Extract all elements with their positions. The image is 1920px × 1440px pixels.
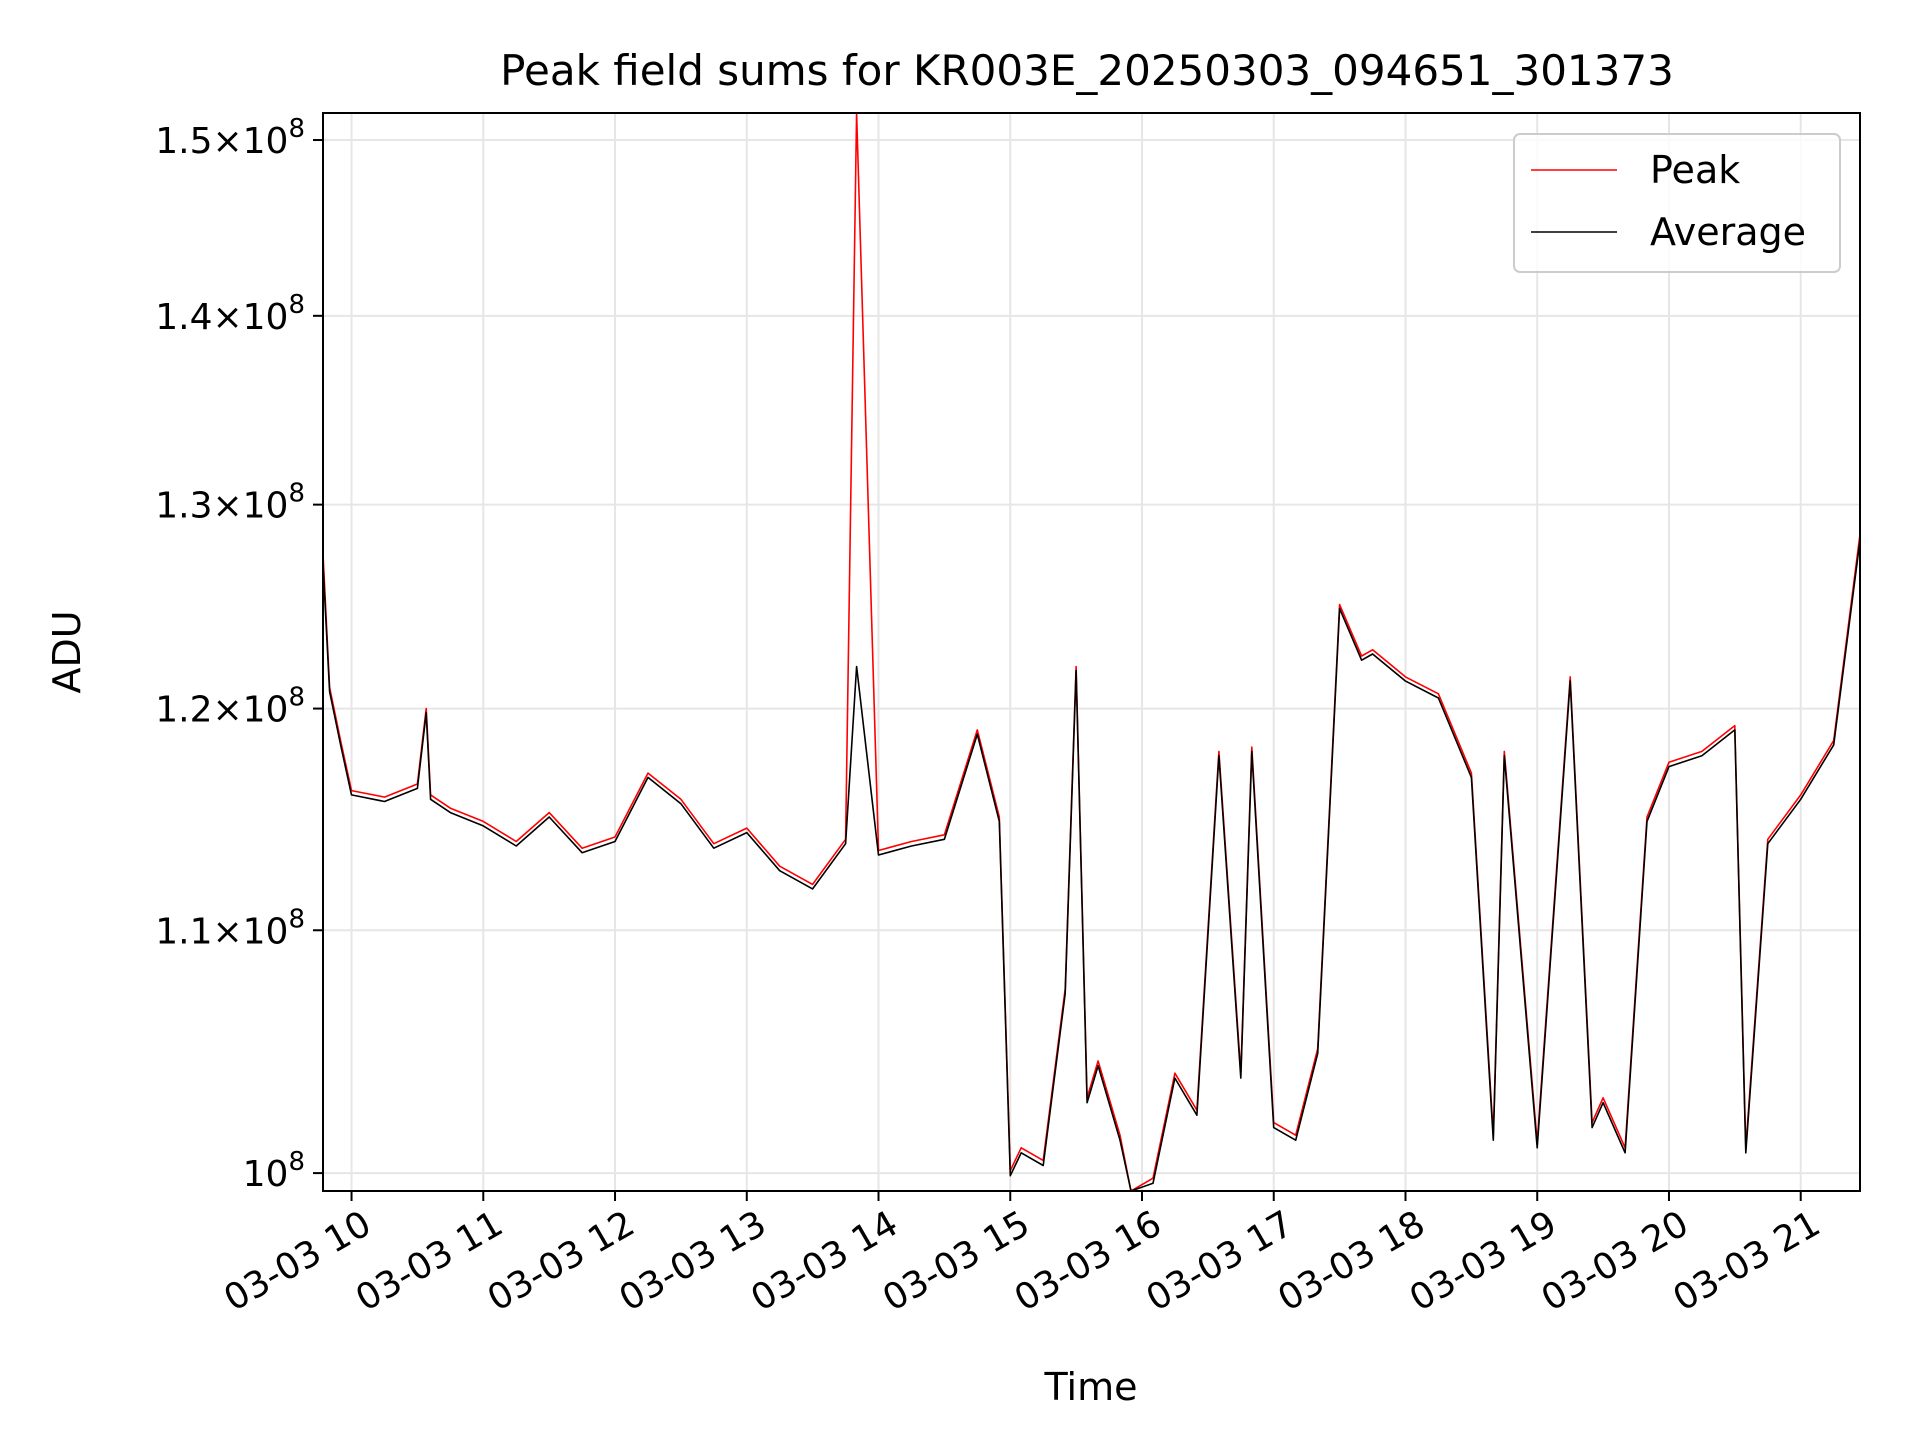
legend-frame bbox=[1513, 133, 1841, 273]
y-axis-ticks: 108 1.1×108 1.2×108 1.3×108 1.4×108 1.5×108 bbox=[155, 114, 323, 1195]
legend: Peak Average bbox=[1513, 133, 1841, 273]
y-tick-label: 1.3×108 bbox=[155, 479, 305, 527]
series-line-average bbox=[322, 540, 1861, 1192]
y-tick-label: 1.2×108 bbox=[155, 683, 305, 731]
grid-lines bbox=[323, 113, 1860, 1191]
x-axis-label: Time bbox=[1044, 1365, 1138, 1409]
plot-area-frame bbox=[322, 112, 1861, 1192]
legend-label-peak: Peak bbox=[1650, 148, 1740, 192]
y-tick-label: 1.5×108 bbox=[155, 114, 305, 162]
chart-title: Peak field sums for KR003E_20250303_0946… bbox=[500, 46, 1674, 95]
y-tick-label: 108 bbox=[243, 1147, 305, 1195]
y-tick-label: 1.4×108 bbox=[155, 290, 305, 338]
plot-series bbox=[322, 112, 1861, 1192]
y-tick-label: 1.1×108 bbox=[155, 904, 305, 952]
legend-label-average: Average bbox=[1650, 210, 1806, 254]
y-axis-label: ADU bbox=[45, 610, 89, 693]
